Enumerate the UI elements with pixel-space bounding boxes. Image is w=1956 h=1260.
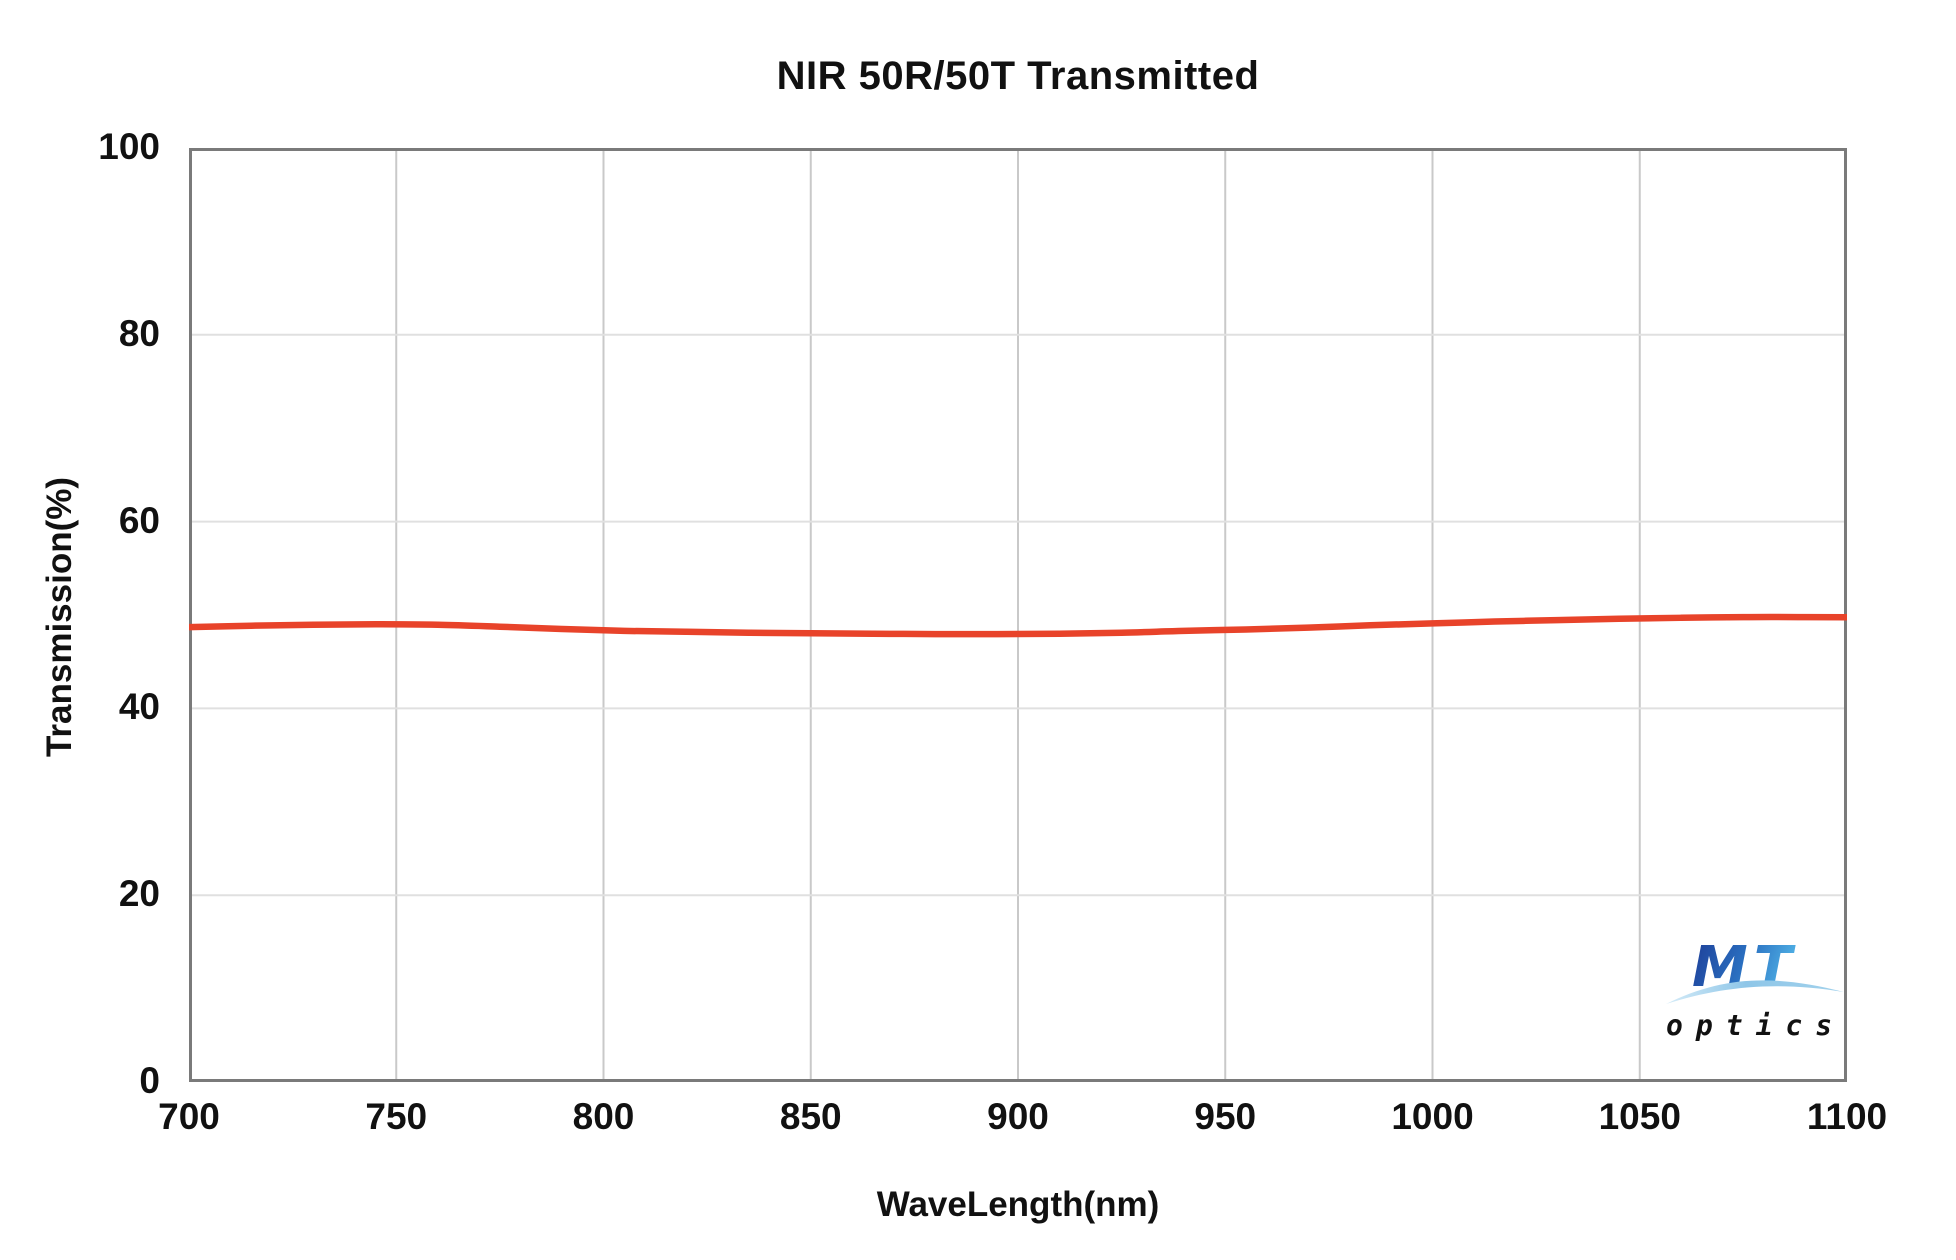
y-tick-label: 80	[118, 312, 160, 354]
y-tick-label: 100	[98, 126, 160, 168]
x-tick-label: 1050	[1598, 1096, 1681, 1137]
logo-optics-text: optics	[1666, 1009, 1846, 1042]
x-tick-label: 900	[987, 1096, 1049, 1137]
plot-area	[189, 148, 1847, 1082]
x-tick-label: 800	[572, 1096, 635, 1137]
x-tick-label: 950	[1194, 1096, 1257, 1137]
x-tick-label: 700	[158, 1096, 220, 1137]
mt-optics-logo: MT optics	[1660, 934, 1854, 1050]
x-tick-label: 850	[779, 1096, 842, 1137]
y-tick-label: 20	[118, 873, 160, 915]
chart-title: NIR 50R/50T Transmitted	[776, 54, 1260, 98]
x-tick-label: 1000	[1391, 1096, 1474, 1137]
x-axis-title: WaveLength(nm)	[876, 1185, 1160, 1224]
y-tick-label: 40	[118, 686, 160, 728]
x-tick-label: 750	[365, 1096, 428, 1137]
mt-logo-mark: MT	[1666, 935, 1844, 1004]
y-tick-label: 0	[139, 1060, 160, 1102]
logo-swoosh-icon	[1666, 980, 1844, 1004]
y-axis-title: Transmission(%)	[40, 476, 79, 758]
transmission-line	[189, 613, 1847, 638]
line-chart-svg	[189, 148, 1847, 1082]
y-tick-label: 60	[118, 499, 160, 541]
x-tick-label: 1100	[1806, 1096, 1888, 1137]
